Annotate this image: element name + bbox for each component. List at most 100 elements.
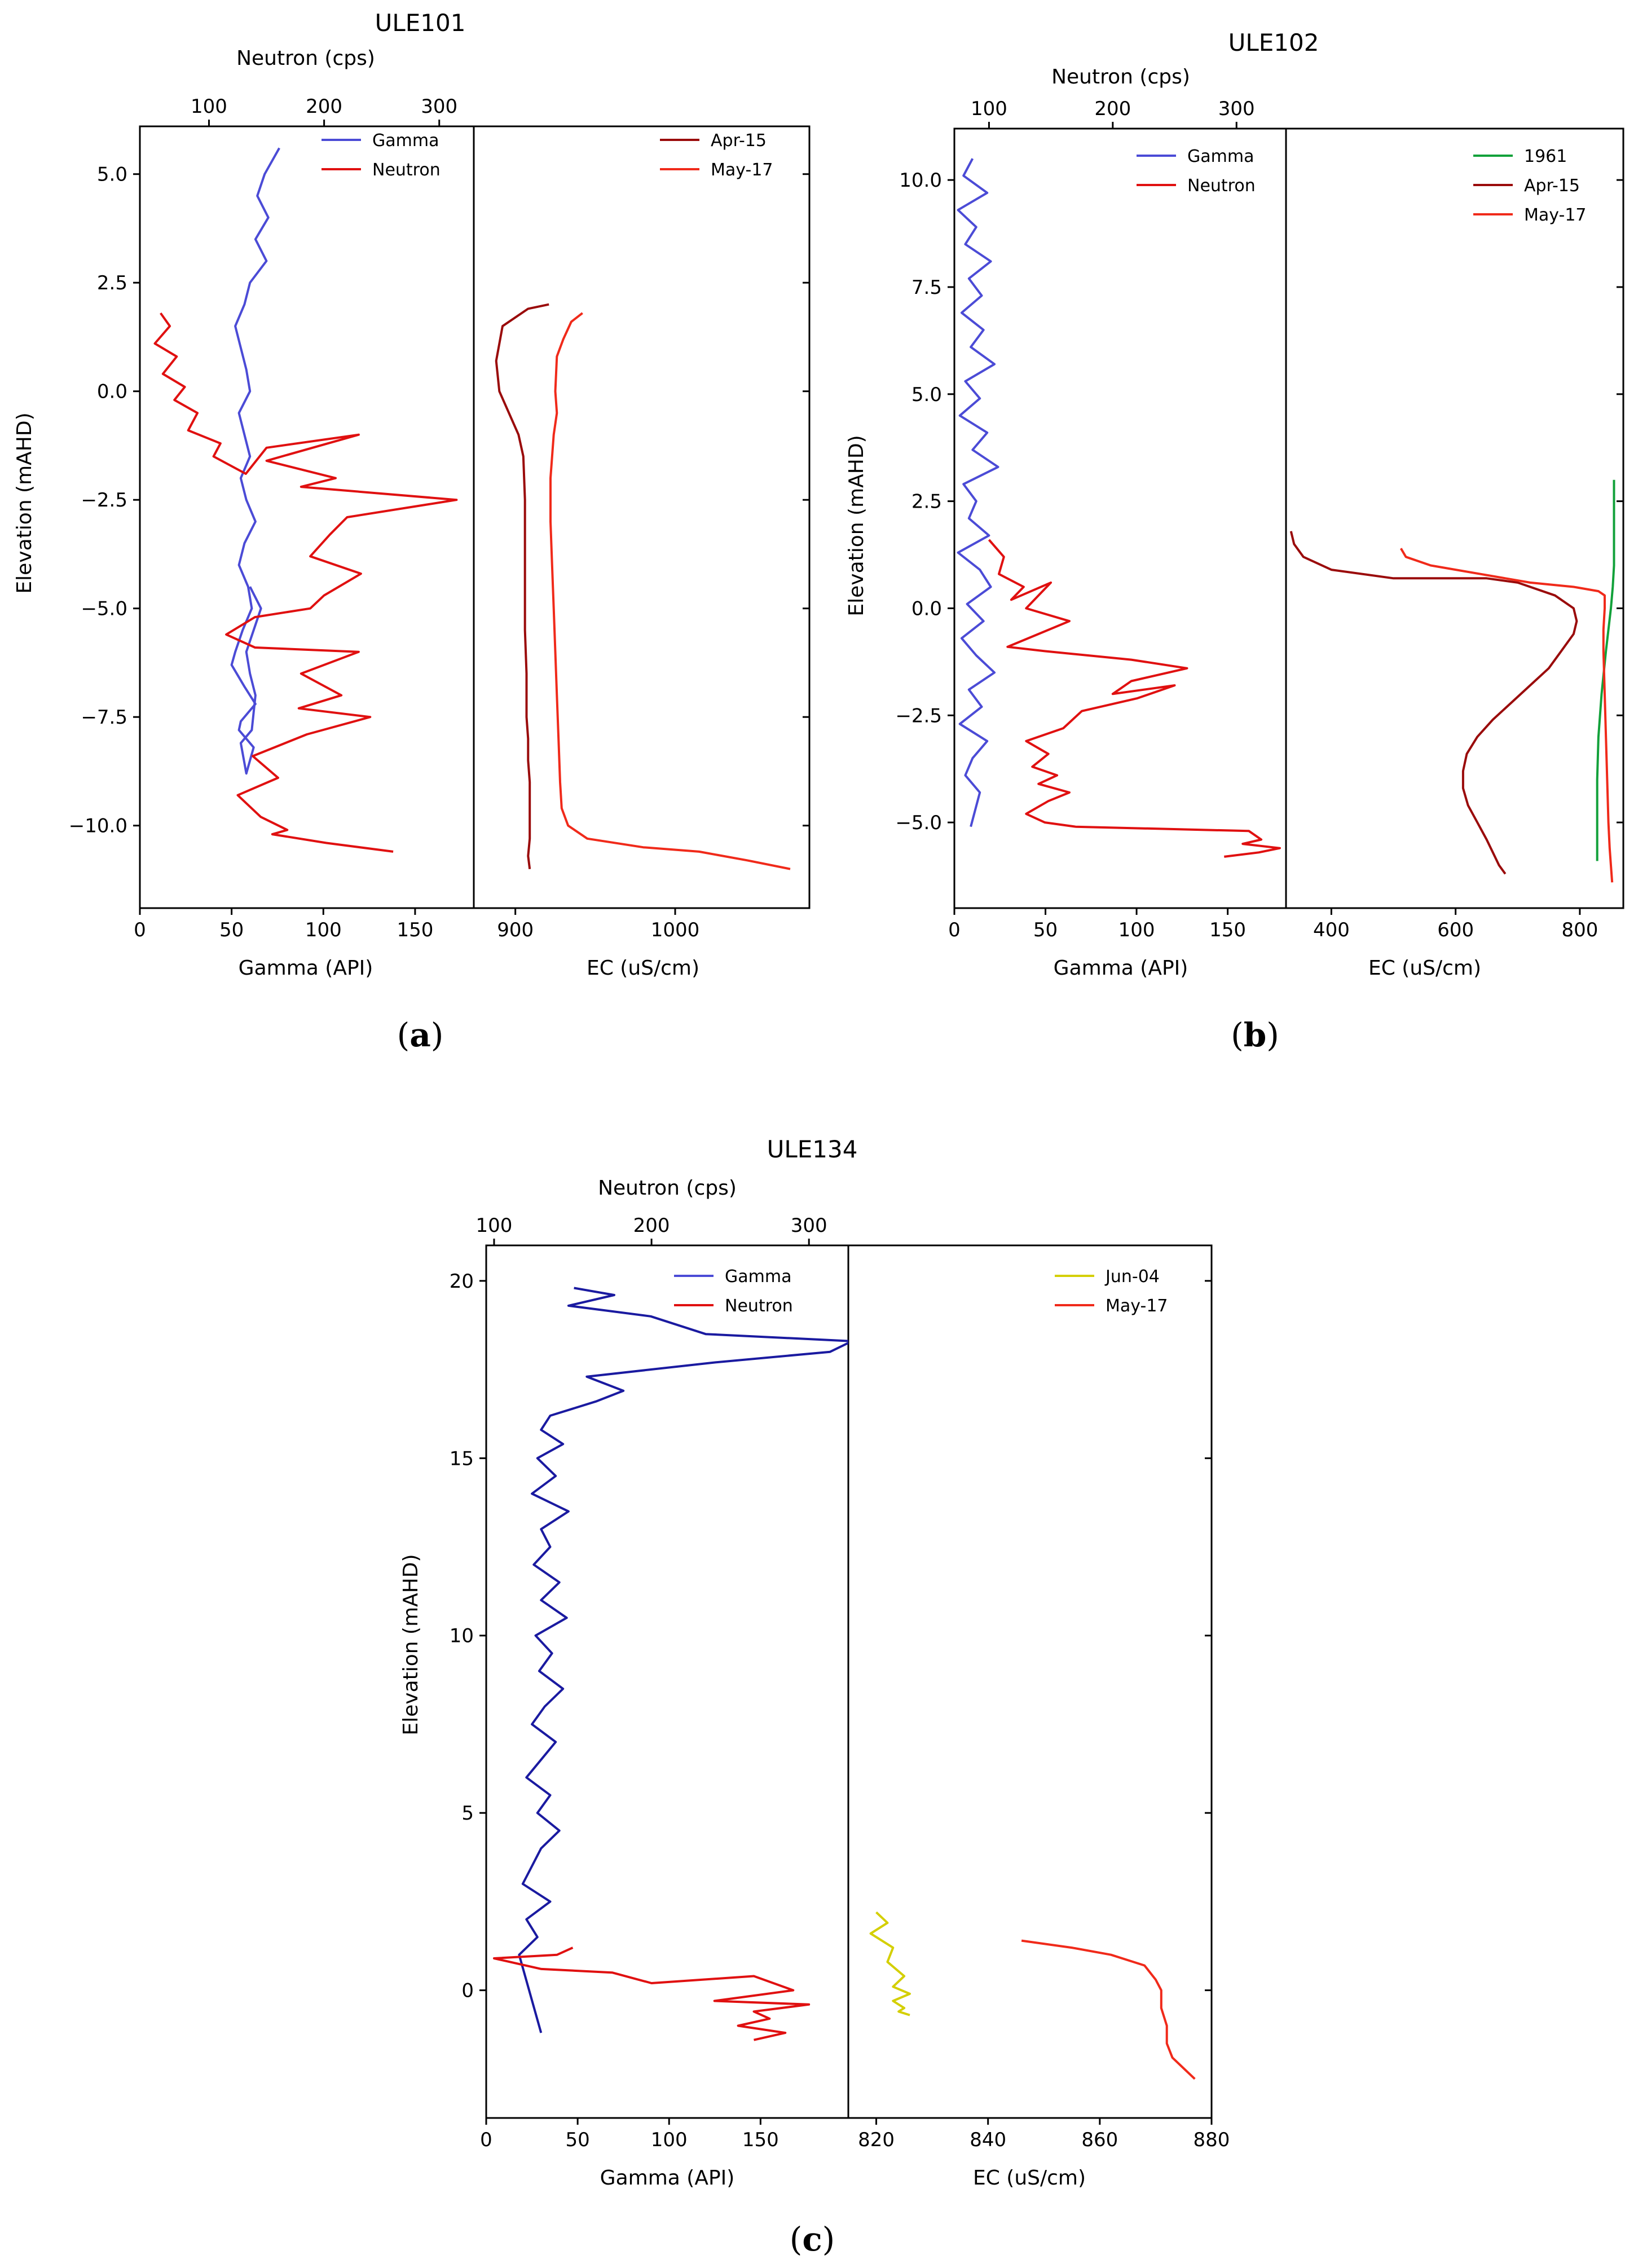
neutron-x-tick-label: 200 xyxy=(633,1214,670,1237)
panel-c-neutron-label: Neutron (cps) xyxy=(598,1177,737,1200)
y-tick-label: −2.5 xyxy=(895,704,942,727)
y-tick-label: 5.0 xyxy=(911,384,942,406)
neutron-x-tick-label: 200 xyxy=(306,95,342,118)
gamma-x-tick-label: 50 xyxy=(1033,919,1058,941)
panel-b: ULE102 Neutron (cps) Elevation (mAHD) Ga… xyxy=(845,29,1624,1054)
panel-b-title: ULE102 xyxy=(1228,29,1319,56)
panel-b-left-frame xyxy=(953,127,1287,909)
legend-label-may-17: May-17 xyxy=(1524,205,1587,225)
y-tick-label: 5.0 xyxy=(97,164,127,186)
y-tick-label: −10.0 xyxy=(69,815,127,838)
neutron-x-tick-label: 200 xyxy=(1094,98,1131,120)
panel-c-left-frame xyxy=(485,1244,849,2119)
panel-a-left-frame xyxy=(139,125,475,909)
series-may-17-line xyxy=(1399,548,1614,883)
series-gamma-line xyxy=(957,158,999,827)
series-gamma-line xyxy=(518,1287,848,2033)
legend-label-gamma: Gamma xyxy=(372,131,439,151)
panel-a: ULE101 Neutron (cps) Elevation (mAHD) Ga… xyxy=(13,9,811,1054)
panel-c-ec-label: EC (uS/cm) xyxy=(973,2166,1086,2190)
y-tick-label: 0.0 xyxy=(97,381,127,403)
series-neutron-line xyxy=(153,312,458,853)
legend-label-gamma: Gamma xyxy=(725,1267,791,1287)
gamma-x-tick-label: 150 xyxy=(742,2129,779,2151)
legend-label-neutron: Neutron xyxy=(372,160,441,180)
ec-x-tick-label: 840 xyxy=(970,2129,1006,2151)
panel-c-caption: (c) xyxy=(790,2220,835,2258)
y-tick-label: 0 xyxy=(461,1980,474,2002)
series-apr-15-line xyxy=(1289,531,1578,875)
gamma-x-tick-label: 0 xyxy=(134,919,146,941)
panel-a-title: ULE101 xyxy=(375,9,466,37)
y-tick-label: −5.0 xyxy=(895,812,942,834)
legend-label-may-17: May-17 xyxy=(711,160,773,180)
gamma-x-tick-label: 100 xyxy=(1118,919,1155,941)
series-neutron-line xyxy=(493,1946,811,2041)
series-may-17-line xyxy=(549,312,791,870)
legend-label-gamma: Gamma xyxy=(1187,147,1254,166)
gamma-x-tick-label: 50 xyxy=(565,2129,589,2151)
y-tick-label: −2.5 xyxy=(81,489,127,512)
panel-a-gamma-label: Gamma (API) xyxy=(239,957,373,980)
y-tick-label: 10.0 xyxy=(899,169,942,192)
ec-x-tick-label: 800 xyxy=(1561,919,1598,941)
gamma-x-tick-label: 150 xyxy=(1209,919,1246,941)
neutron-x-tick-label: 300 xyxy=(1218,98,1255,120)
gamma-x-tick-label: 150 xyxy=(397,919,433,941)
panel-b-ylabel: Elevation (mAHD) xyxy=(845,435,868,616)
panel-a-right-frame xyxy=(473,125,811,909)
series-may-17-line xyxy=(1021,1939,1196,2080)
y-tick-label: 15 xyxy=(450,1447,474,1470)
legend-label-neutron: Neutron xyxy=(725,1296,793,1316)
panel-b-neutron-label: Neutron (cps) xyxy=(1051,65,1190,89)
ec-x-tick-label: 900 xyxy=(497,919,534,941)
legend-label-apr-15: Apr-15 xyxy=(711,131,767,151)
legend-label-apr-15: Apr-15 xyxy=(1524,176,1580,196)
gamma-x-tick-label: 100 xyxy=(305,919,342,941)
neutron-x-tick-label: 300 xyxy=(791,1214,827,1237)
legend-label-1961: 1961 xyxy=(1524,147,1567,166)
y-tick-label: 5 xyxy=(461,1802,474,1825)
ec-x-tick-label: 820 xyxy=(858,2129,895,2151)
panel-c-right-frame xyxy=(847,1244,1213,2119)
series-apr-15-line xyxy=(495,303,549,869)
panel-b-right-frame xyxy=(1285,127,1624,909)
y-tick-label: 0.0 xyxy=(911,597,942,620)
y-tick-label: −5.0 xyxy=(81,598,127,620)
panel-c-gamma-label: Gamma (API) xyxy=(600,2166,735,2190)
series-1961-line xyxy=(1596,479,1615,861)
gamma-x-tick-label: 0 xyxy=(948,919,961,941)
panel-b-caption: (b) xyxy=(1231,1016,1279,1054)
gamma-x-tick-label: 100 xyxy=(651,2129,688,2151)
series-gamma-line xyxy=(230,147,280,775)
legend-label-neutron: Neutron xyxy=(1187,176,1256,196)
series-jun-04-line xyxy=(869,1911,911,2016)
ec-x-tick-label: 1000 xyxy=(651,919,700,941)
y-tick-label: −7.5 xyxy=(81,706,127,729)
panel-a-ec-label: EC (uS/cm) xyxy=(587,957,699,980)
panel-b-ec-label: EC (uS/cm) xyxy=(1368,957,1481,980)
panel-a-neutron-label: Neutron (cps) xyxy=(236,47,375,70)
series-neutron-line xyxy=(988,539,1281,858)
y-tick-label: 7.5 xyxy=(911,276,942,299)
y-tick-label: 10 xyxy=(450,1625,474,1648)
legend-label-jun-04: Jun-04 xyxy=(1104,1267,1160,1287)
panel-c-ylabel: Elevation (mAHD) xyxy=(399,1554,422,1735)
panel-b-gamma-label: Gamma (API) xyxy=(1054,957,1188,980)
neutron-x-tick-label: 100 xyxy=(476,1214,513,1237)
neutron-x-tick-label: 100 xyxy=(191,95,227,118)
y-tick-label: 20 xyxy=(450,1270,474,1293)
panel-a-ylabel: Elevation (mAHD) xyxy=(13,412,36,593)
ec-x-tick-label: 880 xyxy=(1194,2129,1230,2151)
gamma-x-tick-label: 50 xyxy=(219,919,244,941)
neutron-x-tick-label: 300 xyxy=(421,95,457,118)
y-tick-label: 2.5 xyxy=(911,491,942,513)
gamma-x-tick-label: 0 xyxy=(480,2129,492,2151)
ec-x-tick-label: 860 xyxy=(1081,2129,1118,2151)
ec-x-tick-label: 400 xyxy=(1313,919,1350,941)
panel-c-title: ULE134 xyxy=(767,1135,858,1163)
panel-c: ULE134 Neutron (cps) Elevation (mAHD) Ga… xyxy=(399,1135,1230,2258)
ec-x-tick-label: 600 xyxy=(1437,919,1474,941)
legend-label-may-17: May-17 xyxy=(1106,1296,1168,1316)
